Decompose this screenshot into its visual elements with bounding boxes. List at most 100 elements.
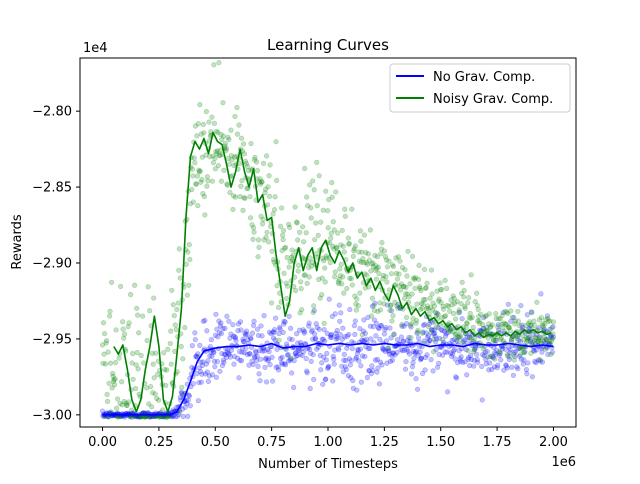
scatter-point	[266, 329, 273, 335]
scatter-point	[237, 357, 243, 363]
scatter-point	[386, 258, 392, 264]
scatter-point	[451, 295, 457, 302]
scatter-point	[468, 315, 474, 321]
scatter-point	[217, 368, 223, 374]
scatter-point	[497, 316, 503, 322]
scatter-point	[366, 367, 372, 374]
scatter-point	[268, 344, 275, 350]
scatter-point	[348, 375, 354, 381]
scatter-point	[185, 413, 191, 419]
scatter-point	[243, 328, 250, 334]
scatter-point	[289, 336, 295, 343]
scatter-point	[280, 232, 286, 238]
scatter-point	[447, 308, 453, 314]
scatter-point	[189, 343, 195, 349]
scatter-point	[264, 346, 271, 353]
scatter-point	[198, 179, 204, 185]
scatter-point	[197, 168, 203, 174]
scatter-point	[210, 153, 216, 159]
scatter-point	[423, 285, 429, 291]
scatter-point	[358, 363, 364, 369]
scatter-point	[193, 353, 199, 359]
scatter-point	[107, 360, 114, 366]
scatter-point	[254, 326, 261, 332]
scatter-point	[225, 350, 232, 357]
scatter-point	[384, 302, 391, 308]
scatter-point	[336, 276, 342, 283]
scatter-point	[338, 242, 344, 248]
scatter-point	[413, 376, 419, 382]
scatter-point	[484, 348, 490, 355]
scatter-point	[464, 320, 470, 327]
scatter-point	[503, 362, 509, 368]
scatter-point	[468, 352, 474, 359]
scatter-point	[507, 354, 513, 360]
scatter-point	[370, 324, 376, 330]
scatter-point	[500, 325, 506, 331]
y-tick-label: −3.00	[32, 408, 72, 423]
scatter-point	[533, 335, 539, 342]
scatter-point	[491, 337, 497, 343]
scatter-point	[381, 248, 388, 254]
scatter-point	[493, 316, 499, 322]
scatter-point	[449, 353, 455, 359]
scatter-point	[459, 290, 465, 296]
scatter-point	[369, 303, 375, 309]
scatter-point	[463, 324, 469, 331]
scatter-point	[271, 327, 278, 333]
scatter-point	[547, 326, 553, 332]
scatter-point	[394, 303, 400, 309]
scatter-point	[340, 274, 346, 280]
scatter-point	[533, 347, 540, 353]
scatter-point	[313, 321, 319, 327]
scatter-point	[508, 308, 514, 314]
scatter-point	[477, 320, 483, 326]
scatter-point	[301, 349, 307, 355]
scatter-point	[187, 201, 193, 207]
scatter-point	[430, 349, 437, 355]
scatter-point	[362, 354, 368, 360]
scatter-point	[543, 336, 549, 342]
scatter-point	[211, 349, 217, 356]
scatter-point	[300, 327, 306, 333]
scatter-point	[525, 335, 531, 341]
scatter-point	[429, 319, 436, 325]
scatter-point	[532, 338, 538, 344]
scatter-point	[428, 327, 435, 333]
scatter-point	[362, 285, 368, 291]
scatter-point	[481, 315, 487, 321]
series-line-no-grav-comp	[102, 342, 554, 416]
scatter-point	[250, 236, 256, 242]
scatter-point	[542, 321, 548, 327]
scatter-point	[208, 337, 214, 343]
scatter-point	[314, 324, 320, 331]
scatter-point	[361, 232, 367, 238]
scatter-point	[476, 318, 482, 324]
scatter-point	[177, 275, 183, 281]
scatter-point	[525, 360, 531, 366]
scatter-point	[502, 308, 508, 314]
scatter-point	[229, 157, 235, 163]
scatter-point	[489, 366, 495, 373]
scatter-point	[119, 402, 125, 408]
scatter-point	[219, 136, 225, 143]
scatter-point	[402, 267, 408, 273]
scatter-point	[365, 345, 371, 352]
scatter-point	[474, 290, 480, 296]
scatter-point	[230, 193, 237, 199]
scatter-point	[287, 224, 293, 230]
scatter-point	[333, 189, 339, 195]
scatter-point	[295, 268, 301, 274]
scatter-point	[528, 350, 534, 356]
scatter-point	[281, 321, 287, 327]
scatter-point	[489, 353, 495, 359]
scatter-point	[330, 243, 336, 249]
scatter-point	[404, 291, 411, 297]
scatter-point	[420, 329, 426, 335]
scatter-point	[323, 253, 329, 259]
scatter-point	[288, 325, 294, 331]
scatter-point	[294, 219, 300, 225]
scatter-point	[456, 348, 462, 354]
scatter-point	[383, 338, 390, 344]
scatter-point	[431, 303, 438, 309]
